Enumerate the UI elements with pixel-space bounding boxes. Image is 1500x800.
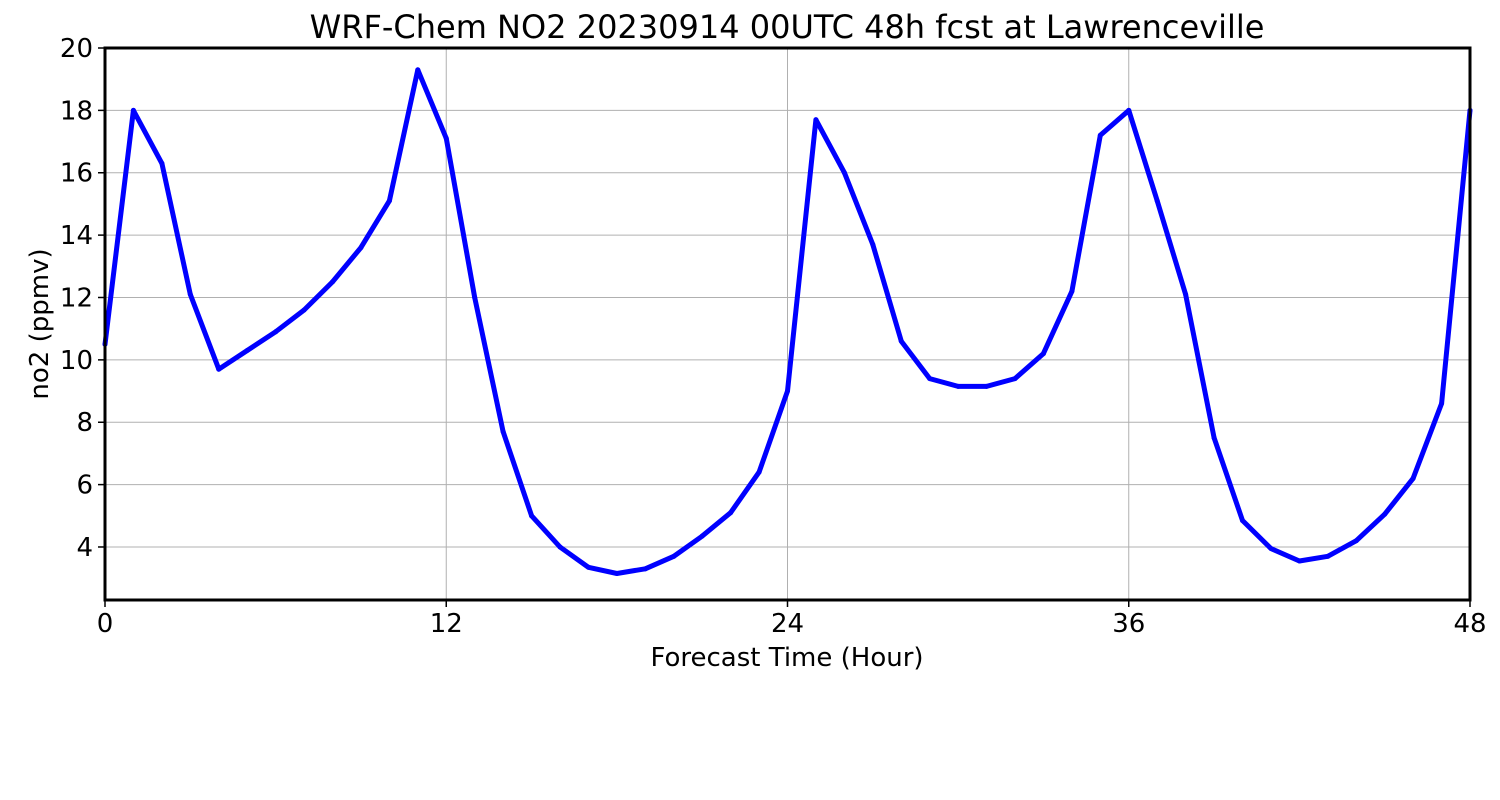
x-tick-label: 0 (97, 609, 114, 639)
data-point (756, 469, 762, 475)
data-point (1012, 376, 1018, 382)
data-point (273, 329, 279, 335)
data-point (785, 388, 790, 394)
data-point (386, 198, 392, 204)
data-point (159, 160, 165, 166)
x-axis: 0 12 24 36 48 (97, 600, 1487, 639)
data-point (1069, 288, 1075, 294)
grid (104, 47, 1471, 600)
data-point (870, 241, 876, 247)
data-point (813, 117, 819, 123)
data-point (585, 564, 591, 570)
x-tick-label: 36 (1112, 609, 1145, 639)
data-point (1097, 132, 1103, 138)
data-point (472, 294, 478, 300)
y-tick-label: 8 (76, 408, 93, 438)
data-point (1211, 435, 1217, 441)
x-tick-label: 12 (430, 609, 463, 639)
y-tick-label: 16 (60, 159, 93, 189)
data-point (1296, 558, 1302, 564)
data-point (671, 553, 677, 559)
data-point (1126, 107, 1132, 113)
y-tick-label: 6 (76, 471, 93, 501)
data-point (1240, 517, 1245, 523)
data-point (1040, 351, 1046, 357)
data-point (955, 383, 961, 389)
y-tick-label: 20 (60, 34, 93, 64)
data-point (642, 566, 648, 572)
data-point (301, 307, 307, 313)
data-point (1410, 475, 1416, 481)
data-point (244, 348, 250, 354)
data-point (898, 338, 904, 344)
data-point (1183, 291, 1189, 297)
data-point (130, 107, 136, 113)
data-point (1439, 401, 1445, 407)
data-point (1268, 546, 1274, 552)
data-point (1325, 553, 1331, 559)
data-point (500, 429, 506, 435)
data-point (984, 383, 990, 389)
data-point (841, 170, 847, 176)
data-point (415, 67, 421, 73)
y-axis: 4 6 8 10 12 14 16 18 20 (60, 34, 105, 563)
y-tick-label: 18 (60, 96, 93, 126)
x-axis-label: Forecast Time (Hour) (650, 643, 923, 673)
data-point (1382, 511, 1388, 517)
x-tick-label: 48 (1453, 609, 1486, 639)
series-layer (102, 67, 1473, 576)
data-point (330, 279, 335, 285)
y-tick-label: 12 (60, 283, 93, 313)
data-point (358, 245, 364, 251)
data-point (187, 291, 193, 297)
data-point (557, 544, 563, 550)
data-point (529, 513, 535, 519)
chart-title: WRF-Chem NO2 20230914 00UTC 48h fcst at … (310, 8, 1265, 46)
data-point (614, 570, 620, 576)
y-tick-label: 14 (60, 221, 93, 251)
data-point (927, 376, 933, 382)
data-point (443, 135, 449, 141)
x-tick-label: 24 (771, 609, 804, 639)
data-point (1154, 198, 1160, 204)
data-point (699, 533, 705, 539)
data-point (1353, 538, 1359, 544)
y-tick-label: 4 (76, 533, 93, 563)
data-point (728, 510, 734, 516)
data-point (216, 366, 222, 372)
y-tick-label: 10 (60, 346, 93, 376)
y-axis-label: no2 (ppmv) (25, 248, 55, 399)
